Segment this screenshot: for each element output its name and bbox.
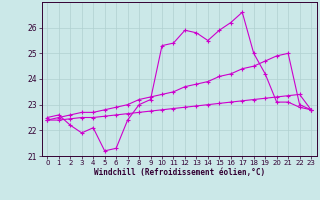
X-axis label: Windchill (Refroidissement éolien,°C): Windchill (Refroidissement éolien,°C) [94, 168, 265, 177]
